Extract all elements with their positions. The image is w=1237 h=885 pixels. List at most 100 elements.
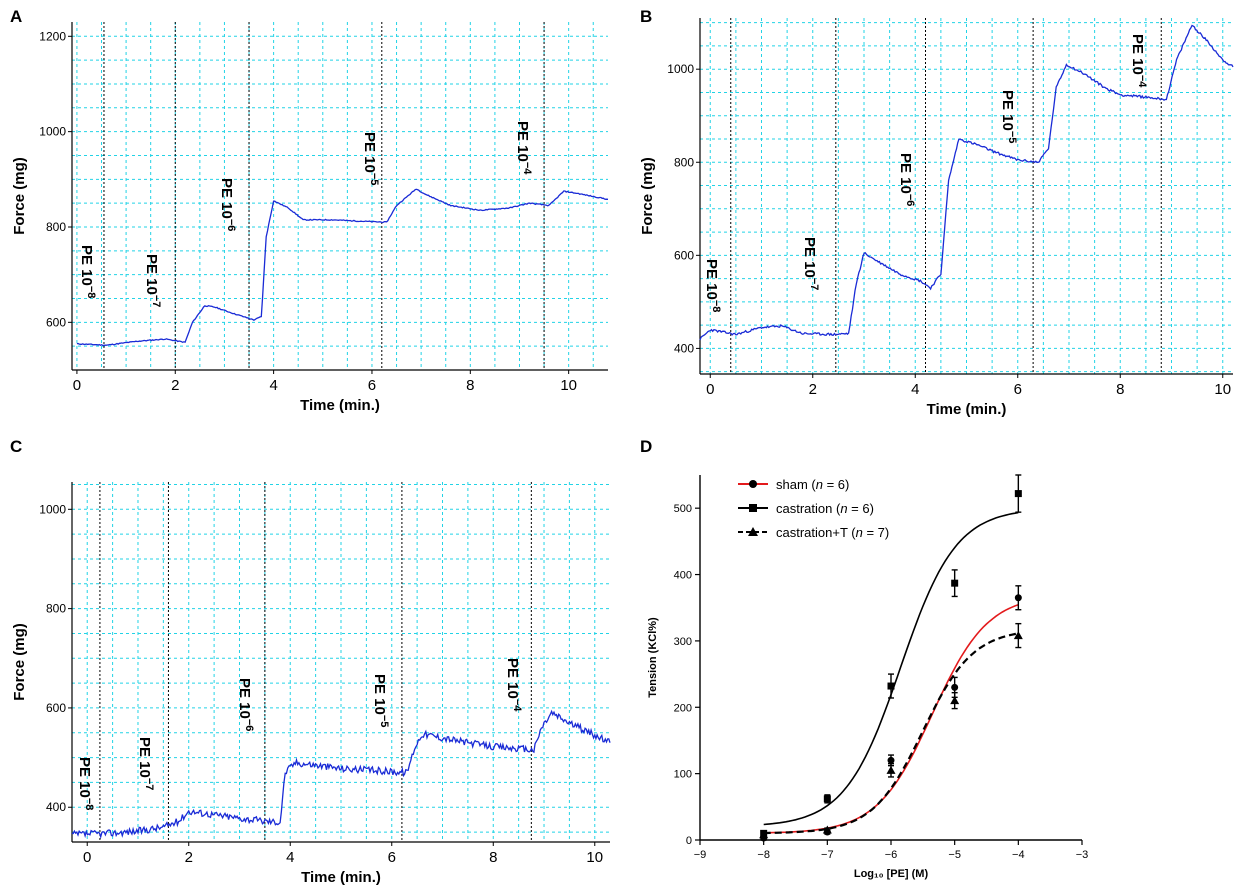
legend-n-symbol: n <box>816 477 823 492</box>
x-tick-label: 2 <box>809 381 817 398</box>
force-trace-line <box>71 709 611 840</box>
dose-label: PE 10−4 <box>1129 34 1148 88</box>
dose-label-base: PE 10 <box>897 153 914 194</box>
dose-label-base: PE 10 <box>1129 34 1146 75</box>
data-point-triangle <box>886 765 896 774</box>
panel-b-chart: 0 2 4 6 8 10 400 600 800 1000 Time (min.) Force (mg… <box>639 18 1234 418</box>
dose-label-exponent: −7 <box>150 295 162 308</box>
x-tick-label: −7 <box>821 849 834 861</box>
dose-label-base: PE 10 <box>136 737 153 778</box>
panel-a-chart: 0 2 4 6 8 10 600 800 1000 1200 Time (min.) Force (m… <box>11 22 609 414</box>
x-tick-label: 8 <box>1116 381 1124 398</box>
dose-label: PE 10−4 <box>504 658 523 712</box>
data-point-circle <box>1014 594 1022 602</box>
x-tick-label: 0 <box>706 381 714 398</box>
y-tick-label: 1200 <box>39 29 66 43</box>
x-tick-label: −3 <box>1076 849 1089 861</box>
fit-curve-triangle <box>763 632 1019 835</box>
dose-label-base: PE 10 <box>514 121 531 162</box>
dose-label: PE 10−7 <box>801 237 820 290</box>
data-point-circle <box>887 756 895 764</box>
x-tick-label: 2 <box>185 849 193 866</box>
x-tick-label: 6 <box>388 849 396 866</box>
dose-label: PE 10−8 <box>703 259 722 312</box>
data-point-circle <box>951 683 959 691</box>
dose-label-exponent: −6 <box>904 194 916 207</box>
y-tick-label: 600 <box>46 701 66 715</box>
dose-label: PE 10−5 <box>371 674 390 727</box>
x-tick-label: 2 <box>171 377 179 394</box>
dose-label-exponent: −6 <box>225 219 237 232</box>
panel-letter-d: D <box>640 437 652 456</box>
panel-d-chart: −9 −8 −7 −6 −5 −4 −3 0 100 200 300 400 500 Log₁₀ [PE]… <box>647 474 1089 880</box>
y-tick-label: 500 <box>674 503 692 515</box>
y-tick-label: 1000 <box>667 62 694 76</box>
dose-label-base: PE 10 <box>78 245 95 286</box>
dose-label-exponent: −8 <box>83 798 95 811</box>
legend-n-symbol: n <box>856 525 863 540</box>
dose-label-exponent: −4 <box>521 162 533 175</box>
legend-n-symbol: n <box>840 501 847 516</box>
y-tick-label: 200 <box>674 702 692 714</box>
dose-label-exponent: −5 <box>368 173 380 186</box>
y-tick-label: 400 <box>674 570 692 582</box>
dose-label-exponent: −7 <box>808 278 820 291</box>
data-point-triangle <box>759 830 769 839</box>
dose-label-exponent: −5 <box>378 715 390 728</box>
data-point-triangle <box>950 696 960 705</box>
dose-label-base: PE 10 <box>236 678 253 719</box>
legend-marker-triangle <box>748 527 758 536</box>
y-tick-label: 800 <box>674 155 694 169</box>
legend-marker-square <box>749 504 757 512</box>
y-axis-title: Force (mg) <box>11 157 28 235</box>
x-tick-label: −6 <box>885 849 898 861</box>
legend-n-value: = 6) <box>823 477 849 492</box>
force-trace-line <box>76 188 609 347</box>
dose-label: PE 10−8 <box>78 245 97 298</box>
x-tick-label: 0 <box>73 377 81 394</box>
data-point-triangle <box>1013 631 1023 640</box>
y-tick-label: 600 <box>674 248 694 262</box>
dose-label-exponent: −8 <box>710 300 722 313</box>
y-axis-title: Force (mg) <box>639 157 656 235</box>
y-axis-title: Tension (KCl%) <box>647 617 659 698</box>
y-tick-label: 400 <box>674 341 694 355</box>
dose-label: PE 10−5 <box>361 132 380 185</box>
dose-label-base: PE 10 <box>801 237 818 278</box>
legend-label: sham (n = 6) <box>776 477 849 492</box>
panel-letter-a: A <box>10 7 22 26</box>
dose-label: PE 10−6 <box>897 153 916 206</box>
y-tick-label: 300 <box>674 636 692 648</box>
y-tick-label: 400 <box>46 800 66 814</box>
legend-label: castration+T (n = 7) <box>776 525 889 540</box>
dose-label-base: PE 10 <box>999 90 1016 131</box>
dose-label-base: PE 10 <box>76 757 93 798</box>
legend-series-name: castration ( <box>776 501 841 516</box>
panel-letter-b: B <box>640 7 652 26</box>
x-tick-label: 4 <box>269 377 277 394</box>
data-point-square <box>823 795 831 803</box>
dose-label: PE 10−5 <box>999 90 1018 143</box>
panel-letter-c: C <box>10 437 22 456</box>
dose-label-exponent: −6 <box>243 719 255 732</box>
dose-label-base: PE 10 <box>218 178 235 219</box>
dose-label-base: PE 10 <box>143 254 160 295</box>
legend-series-name: sham ( <box>776 477 816 492</box>
y-tick-label: 100 <box>674 769 692 781</box>
x-tick-label: 0 <box>83 849 91 866</box>
x-tick-label: 8 <box>489 849 497 866</box>
dose-label-base: PE 10 <box>361 132 378 173</box>
panel-c-chart: 0 2 4 6 8 10 400 600 800 1000 Time (min.) Force (mg… <box>11 482 611 885</box>
dose-label-exponent: −7 <box>143 778 155 791</box>
y-axis-title: Force (mg) <box>11 623 28 701</box>
x-axis-title: Log₁₀ [PE] (M) <box>854 868 929 880</box>
force-trace-line <box>699 24 1234 341</box>
legend-n-value: = 7) <box>863 525 889 540</box>
y-tick-label: 1000 <box>39 125 66 139</box>
x-tick-label: 6 <box>368 377 376 394</box>
x-tick-label: 10 <box>560 377 577 394</box>
x-tick-label: −9 <box>694 849 707 861</box>
y-tick-label: 600 <box>46 315 66 329</box>
legend-marker-circle <box>749 480 757 488</box>
x-tick-label: 6 <box>1014 381 1022 398</box>
